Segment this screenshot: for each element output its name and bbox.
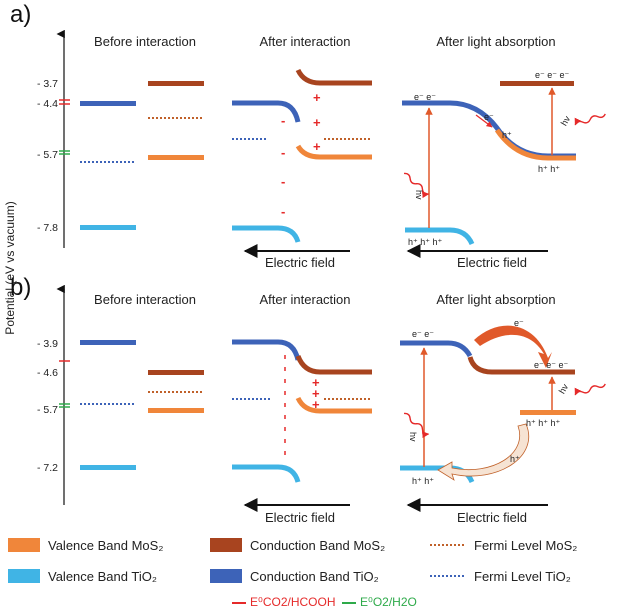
legend-swatch-cb-tio2: [210, 569, 242, 583]
panel-a-light-photon-2: [574, 113, 606, 126]
panel-a-light-electron-move: [475, 114, 493, 128]
panel-a-before-vb-mos2: [148, 155, 204, 160]
panel-b-tick-4: - 7.2: [37, 462, 58, 474]
panel-b-light-hv-2: hv: [557, 382, 571, 396]
panel-a-light-h-mos2: h⁺ h⁺: [538, 164, 560, 174]
panel-b-after-cb-mos2: [295, 355, 372, 375]
panel-b-before-vb-tio2: [80, 465, 136, 470]
panel-a-light-photon-1: [403, 172, 430, 199]
panel-b-light-h-mos2: h⁺ h⁺ h⁺: [526, 418, 561, 428]
panel-a-minus-2: -: [281, 145, 285, 160]
panel-b-field-label-1: Electric field: [265, 510, 335, 525]
panel-b-light-h-single: h⁺: [510, 454, 520, 464]
panel-a-light-vb-mos2: [494, 128, 576, 161]
panel-a-title-light: After light absorption: [436, 34, 555, 49]
legend-swatch-vb-mos2: [8, 538, 40, 552]
panel-b-title-after: After interaction: [259, 292, 350, 307]
panel-a-light-cb-mos2: [500, 81, 574, 86]
panel-a-plus-3: +: [313, 139, 321, 154]
legend-label-fermi-tio2: Fermi Level TiO₂: [474, 569, 571, 584]
panel-b-light-hv-1: hv: [408, 432, 418, 442]
legend-label-vb-mos2: Valence Band MoS₂: [48, 538, 163, 553]
panel-a-after-cb-mos2: [295, 68, 372, 86]
legend-label-e-o2: E⁰O2/H2O: [360, 595, 417, 609]
panel-a-light-h-single: h⁺: [502, 130, 512, 140]
panel-b-after-vb-mos2: [295, 396, 372, 414]
panel-b-before-cb-mos2: [148, 370, 204, 375]
panel-a-minus-1: -: [281, 113, 285, 128]
legend-swatch-cb-mos2: [210, 538, 242, 552]
panel-b-light-hole-transfer: [437, 423, 529, 481]
panel-a: a) Before interaction After interaction …: [10, 1, 606, 270]
legend-label-vb-tio2: Valence Band TiO₂: [48, 569, 157, 584]
panel-a-field-label-2: Electric field: [457, 255, 527, 270]
panel-a-tick-4: - 7.8: [37, 222, 58, 234]
panel-a-field-label-1: Electric field: [265, 255, 335, 270]
legend-label-e-co2: E⁰CO2/HCOOH: [250, 595, 336, 609]
panel-a-plus-2: +: [313, 115, 321, 130]
panel-b-light-e-tio2: e⁻ e⁻: [412, 329, 434, 339]
panel-b-tick-3: - 5.7: [37, 404, 58, 416]
panel-a-light-e-single: e⁻: [484, 112, 494, 122]
panel-b-title-light: After light absorption: [436, 292, 555, 307]
panel-b-field-label-2: Electric field: [457, 510, 527, 525]
panel-a-title-before: Before interaction: [94, 34, 196, 49]
legend: Valence Band MoS₂ Conduction Band MoS₂ F…: [8, 538, 577, 609]
panel-a-light-e-tio2: e⁻ e⁻: [414, 92, 436, 102]
panel-b-light-photon-2: [574, 383, 606, 396]
panel-b-light-photon-1: [403, 412, 430, 439]
panel-b-light-cb-tio2: [400, 340, 473, 358]
panel-a-light-vb-tio2: [405, 227, 475, 246]
panel-a-light-h-tio2: h⁺ h⁺ h⁺: [408, 237, 443, 247]
panel-a-light-cb-tio2: [402, 100, 576, 159]
panel-b-title-before: Before interaction: [94, 292, 196, 307]
panel-a-label: a): [10, 1, 31, 28]
panel-a-after-vb-mos2: [295, 144, 372, 160]
legend-label-fermi-mos2: Fermi Level MoS₂: [474, 538, 577, 553]
panel-b-plus-1: +: [312, 375, 320, 390]
panel-b-tick-1: - 3.9: [37, 338, 58, 350]
panel-b-tick-2: - 4.6: [37, 367, 58, 379]
panel-b-light-e-single: e⁻: [514, 318, 524, 328]
panel-a-before-cb-mos2: [148, 81, 204, 86]
panel-a-after-cb-tio2: [232, 100, 301, 123]
panel-b-after-vb-tio2: [232, 464, 301, 483]
panel-b-before-cb-tio2: [80, 340, 136, 345]
panel-a-tick-3: - 5.7: [37, 149, 58, 161]
panel-b-light-electron-transfer: [474, 325, 552, 368]
panel-a-light-hv-2: hv: [559, 114, 573, 128]
panel-b: b) Before interaction After interaction …: [10, 274, 606, 525]
panel-a-minus-4: -: [281, 204, 285, 219]
panel-a-title-after: After interaction: [259, 34, 350, 49]
panel-a-after-vb-tio2: [232, 225, 301, 243]
panel-b-before-vb-mos2: [148, 408, 204, 413]
panel-b-label: b): [10, 274, 31, 301]
panel-b-plus-3: +: [312, 397, 320, 412]
panel-b-light-vb-mos2: [520, 410, 576, 415]
panel-b-light-e-mos2: e⁻ e⁻ e⁻: [534, 360, 569, 370]
panel-b-light-h-tio2: h⁺ h⁺: [412, 476, 434, 486]
panel-b-plus-2: +: [312, 386, 320, 401]
panel-b-after-cb-tio2: [232, 339, 301, 361]
panel-b-light-cb-mos2: [467, 356, 575, 375]
panel-a-light-hv-1: hv: [414, 190, 424, 200]
panel-a-before-cb-tio2: [80, 101, 136, 106]
legend-label-cb-mos2: Conduction Band MoS₂: [250, 538, 385, 553]
legend-swatch-vb-tio2: [8, 569, 40, 583]
panel-a-before-vb-tio2: [80, 225, 136, 230]
panel-a-plus-1: +: [313, 90, 321, 105]
panel-a-minus-3: -: [281, 174, 285, 189]
panel-a-tick-1: - 3.7: [37, 78, 58, 90]
panel-a-light-e-mos2: e⁻ e⁻ e⁻: [535, 70, 570, 80]
y-axis-label: Potential (eV vs vacuum): [3, 201, 17, 334]
legend-label-cb-tio2: Conduction Band TiO₂: [250, 569, 379, 584]
panel-a-tick-2: - 4.4: [37, 98, 58, 110]
